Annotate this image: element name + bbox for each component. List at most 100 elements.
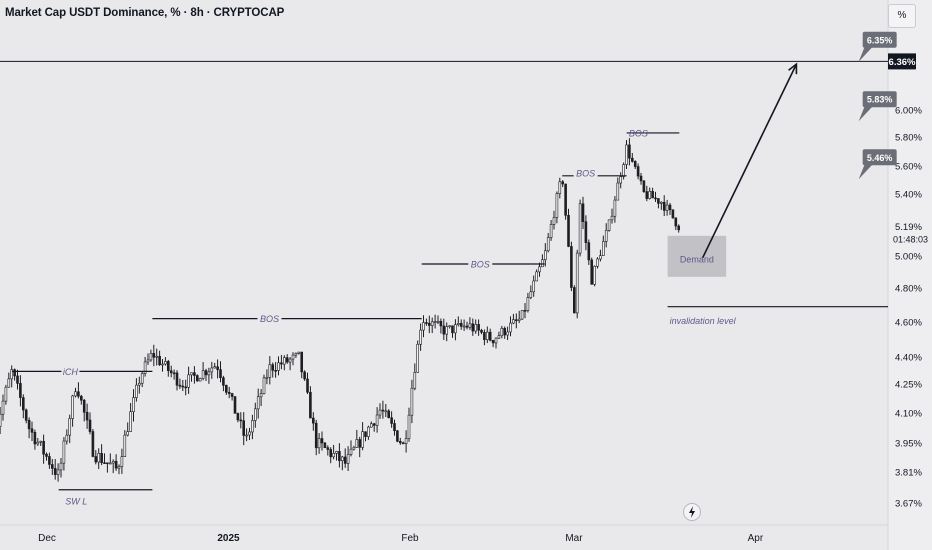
candle-body: [480, 329, 483, 333]
candle-body: [451, 325, 454, 334]
candle-body: [613, 199, 617, 217]
y-tick-label: 5.00%: [895, 252, 922, 263]
candle-body: [143, 361, 147, 374]
candle-body: [277, 362, 280, 371]
candle-body: [4, 386, 8, 402]
candle-body: [146, 359, 150, 363]
candle-body: [555, 193, 559, 218]
candle-body: [314, 422, 318, 449]
target-pointer: [858, 106, 873, 122]
candle-body: [117, 466, 121, 469]
x-tick-label: Apr: [748, 533, 764, 544]
candle-body: [262, 377, 266, 395]
candle-body: [399, 441, 402, 444]
candle-body: [320, 438, 324, 444]
candle-body: [343, 456, 347, 464]
candle-body: [280, 362, 283, 365]
demand-label: Demand: [680, 255, 714, 265]
candle-body: [494, 337, 498, 344]
candle-body: [317, 438, 321, 449]
candle-body: [425, 322, 428, 324]
candle-body: [500, 327, 504, 337]
candle-body: [442, 325, 446, 335]
candle-body: [454, 324, 457, 334]
level-price-tag: [888, 53, 916, 70]
candle-body: [596, 258, 599, 267]
candle-body: [364, 431, 367, 437]
chart-title: Market Cap USDT Dominance, % · 8h · CRYP…: [5, 7, 285, 19]
candle-body: [172, 372, 176, 375]
candle-body: [552, 217, 556, 225]
candle-body: [593, 265, 596, 285]
candle-body: [210, 367, 214, 373]
candle-body: [471, 323, 475, 332]
candle-body: [181, 385, 185, 388]
candle-body: [633, 161, 637, 167]
candle-body: [610, 215, 614, 221]
candle-body: [515, 319, 518, 321]
candle-body: [155, 355, 159, 358]
candle-body: [51, 464, 54, 469]
candle-body: [288, 358, 292, 363]
target-badge: [862, 31, 897, 48]
unit-toggle-button[interactable]: %: [888, 4, 916, 28]
target-label: 5.46%: [867, 153, 893, 163]
candle-body: [312, 417, 315, 424]
projection-arrow: [702, 63, 798, 258]
candle-body: [506, 331, 509, 336]
candle-body: [567, 215, 570, 247]
candle-body: [645, 191, 649, 199]
candle-body: [30, 428, 34, 433]
candle-body: [259, 393, 263, 398]
lightning-icon[interactable]: [683, 503, 701, 521]
candle-body: [367, 426, 370, 437]
candle-body: [520, 310, 524, 320]
candle-body: [239, 419, 243, 422]
candle-body: [346, 454, 350, 464]
candle-body: [654, 197, 657, 200]
candle-body: [387, 410, 391, 419]
candle-body: [503, 327, 507, 336]
candle-body: [657, 198, 660, 204]
y-tick-label: 3.81%: [895, 468, 922, 479]
candle-body: [628, 144, 631, 159]
candle-body: [404, 438, 408, 444]
candle-body: [674, 217, 678, 227]
candle-body: [256, 396, 260, 410]
candle-body: [570, 246, 573, 288]
candle-body: [648, 191, 652, 199]
candle-body: [85, 411, 89, 421]
candle-body: [335, 451, 338, 454]
candle-body: [213, 366, 217, 369]
candle-body: [167, 361, 170, 372]
candle-body: [219, 369, 222, 379]
candle-body: [13, 369, 16, 377]
y-tick-label: 4.40%: [895, 353, 922, 364]
candle-body: [106, 462, 109, 465]
candle-body: [48, 456, 51, 465]
candle-body: [338, 451, 341, 461]
candle-body: [517, 318, 521, 321]
candle-body: [573, 287, 576, 314]
candle-body: [639, 175, 643, 182]
candle-body: [193, 372, 196, 376]
candle-body: [265, 377, 269, 379]
candle-body: [175, 372, 179, 386]
target-pointer: [858, 164, 873, 180]
candle-body: [80, 395, 83, 401]
candle-body: [341, 456, 344, 461]
candle-body: [483, 332, 486, 340]
candle-body: [662, 201, 666, 211]
candle-body: [53, 468, 57, 475]
candle-body: [622, 164, 625, 177]
target-label: 5.83%: [867, 95, 893, 105]
candle-body: [24, 409, 28, 421]
candle-body: [488, 331, 492, 341]
candle-body: [161, 363, 164, 366]
candle-body: [445, 326, 449, 335]
x-tick-label: Mar: [565, 533, 583, 544]
candle-body: [587, 242, 591, 261]
candle-body: [169, 370, 173, 374]
